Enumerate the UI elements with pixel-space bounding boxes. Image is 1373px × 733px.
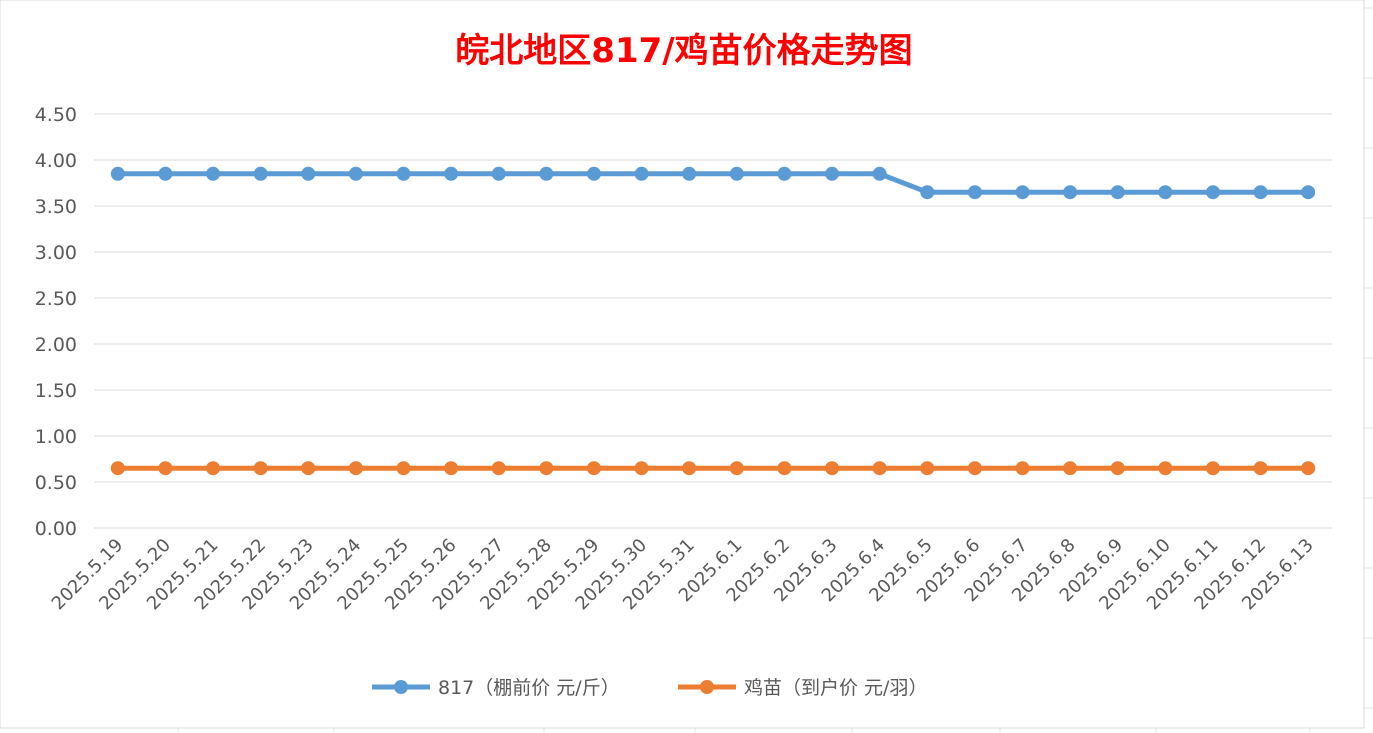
- data-point: [348, 166, 363, 181]
- data-point: [1158, 461, 1173, 476]
- series-layer: [110, 166, 1316, 476]
- data-point: [539, 461, 554, 476]
- data-point: [1205, 461, 1220, 476]
- data-point: [825, 166, 840, 181]
- data-point: [110, 166, 125, 181]
- data-point: [682, 461, 697, 476]
- data-point: [1301, 185, 1316, 200]
- y-tick-label: 4.00: [35, 150, 77, 172]
- data-point: [348, 461, 363, 476]
- data-point: [110, 461, 125, 476]
- data-point: [586, 166, 601, 181]
- data-point: [491, 166, 506, 181]
- data-point: [634, 461, 649, 476]
- data-point: [1110, 461, 1125, 476]
- data-point: [158, 166, 173, 181]
- data-point: [872, 461, 887, 476]
- chart-title: 皖北地区817/鸡苗价格走势图: [455, 31, 912, 71]
- data-point: [634, 166, 649, 181]
- data-point: [729, 166, 744, 181]
- y-tick-label: 1.50: [35, 380, 77, 402]
- data-point: [396, 461, 411, 476]
- data-point: [682, 166, 697, 181]
- data-point: [1301, 461, 1316, 476]
- data-point: [1015, 461, 1030, 476]
- y-axis-ticks: 0.00 0.50 1.00 1.50 2.00 2.50 3.00 3.50 4.00 4.50: [35, 104, 77, 540]
- data-point: [253, 461, 268, 476]
- data-point: [777, 461, 792, 476]
- data-point: [967, 461, 982, 476]
- legend-item: 817（棚前价 元/斤）: [372, 677, 620, 699]
- data-point: [825, 461, 840, 476]
- data-point: [1063, 461, 1078, 476]
- data-point: [1158, 185, 1173, 200]
- data-point: [444, 166, 459, 181]
- legend-label: 鸡苗（到户价 元/羽）: [744, 677, 927, 699]
- legend-marker: [394, 680, 408, 694]
- y-tick-label: 0.50: [35, 472, 77, 494]
- data-point: [206, 166, 221, 181]
- data-point: [1253, 461, 1268, 476]
- y-tick-label: 3.50: [35, 196, 77, 218]
- series-1: [110, 166, 1316, 200]
- series-2: [110, 461, 1316, 476]
- data-point: [872, 166, 887, 181]
- data-point: [1110, 185, 1125, 200]
- data-point: [206, 461, 221, 476]
- data-point: [586, 461, 601, 476]
- legend-marker: [700, 680, 714, 694]
- data-point: [1253, 185, 1268, 200]
- y-tick-label: 2.50: [35, 288, 77, 310]
- y-tick-label: 0.00: [35, 518, 77, 540]
- data-point: [1063, 185, 1078, 200]
- data-point: [491, 461, 506, 476]
- data-point: [777, 166, 792, 181]
- data-point: [920, 185, 935, 200]
- legend: 817（棚前价 元/斤） 鸡苗（到户价 元/羽）: [372, 677, 927, 699]
- gridlines: [94, 113, 1332, 529]
- data-point: [920, 461, 935, 476]
- data-point: [158, 461, 173, 476]
- series-line: [117, 171, 1309, 195]
- data-point: [253, 166, 268, 181]
- data-point: [1015, 185, 1030, 200]
- y-tick-label: 1.00: [35, 426, 77, 448]
- data-point: [301, 166, 316, 181]
- y-tick-label: 4.50: [35, 104, 77, 126]
- data-point: [967, 185, 982, 200]
- data-point: [301, 461, 316, 476]
- data-point: [444, 461, 459, 476]
- y-tick-label: 2.00: [35, 334, 77, 356]
- data-point: [396, 166, 411, 181]
- y-tick-label: 3.00: [35, 242, 77, 264]
- data-point: [1205, 185, 1220, 200]
- data-point: [539, 166, 554, 181]
- legend-item: 鸡苗（到户价 元/羽）: [678, 677, 927, 699]
- legend-label: 817（棚前价 元/斤）: [438, 677, 620, 699]
- data-point: [729, 461, 744, 476]
